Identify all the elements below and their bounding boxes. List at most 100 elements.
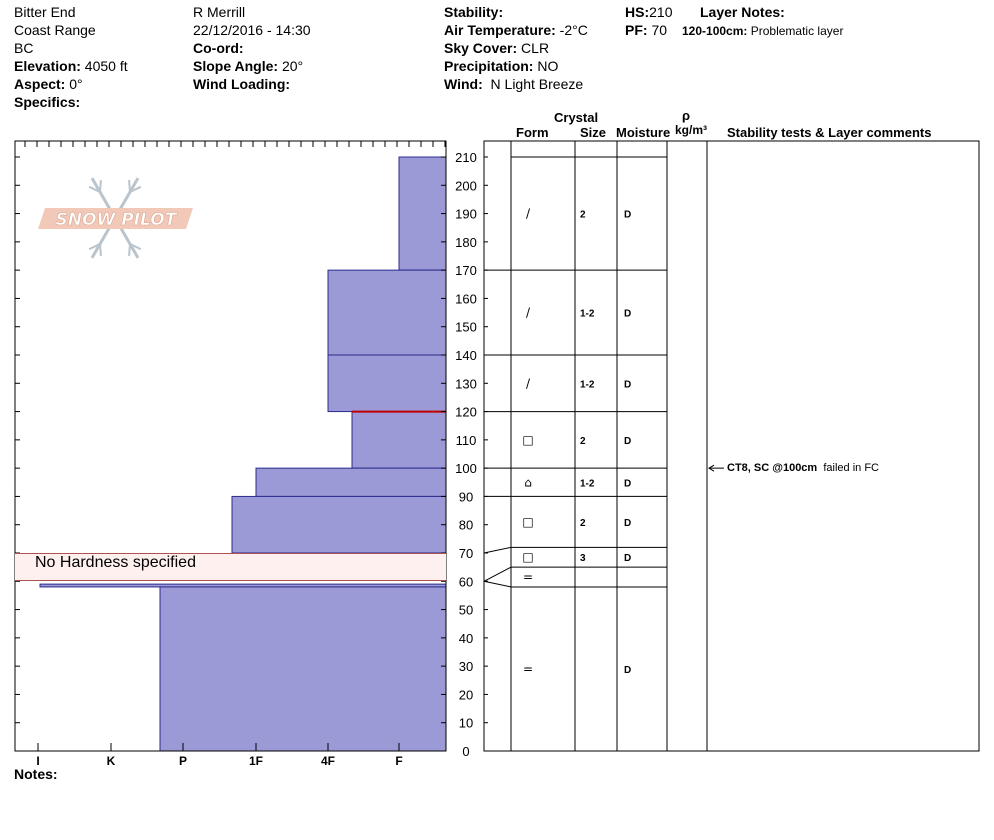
wind: Wind: N Light Breeze <box>444 76 583 92</box>
aspect: Aspect: 0° <box>14 76 83 92</box>
crystal-size: 3 <box>580 553 586 564</box>
layer-notes-label: Layer Notes: <box>700 4 785 20</box>
slope-label: Slope Angle: <box>193 58 279 74</box>
moisture-header: Moisture <box>616 125 671 140</box>
wind-label: Wind: <box>444 76 483 92</box>
density-unit: kg/m³ <box>675 123 708 137</box>
depth-tick-label: 180 <box>455 235 477 250</box>
elevation-value: 4050 ft <box>84 58 128 74</box>
logo-banner <box>38 208 193 229</box>
moisture-value: D <box>624 436 631 447</box>
hardness-scale-label: P <box>179 754 187 768</box>
slope-angle: Slope Angle: 20° <box>193 58 303 74</box>
hardness-bar <box>327 354 447 413</box>
depth-tick-label: 150 <box>455 320 477 335</box>
precip-value: NO <box>537 58 559 74</box>
snowflake-branch <box>88 243 101 251</box>
depth-tick-label: 130 <box>455 376 477 391</box>
pf: PF: 70 <box>625 22 667 38</box>
coord-label: Co-ord: <box>193 40 244 56</box>
moisture-value: D <box>624 518 631 529</box>
air-temperature: Air Temperature: -2°C <box>444 22 588 38</box>
precipitation: Precipitation: NO <box>444 58 558 74</box>
depth-tick-label: 40 <box>459 631 473 646</box>
depth-tick-label: 0 <box>462 744 469 759</box>
depth-tick-label: 30 <box>459 659 473 674</box>
specifics-label: Specifics: <box>14 94 81 110</box>
hardness-scale-label: 4F <box>321 754 335 768</box>
depth-tick-label: 120 <box>455 405 477 420</box>
snowflake-branch <box>128 179 131 193</box>
no-hardness-banner: No Hardness specified <box>15 553 446 581</box>
logo-text: SNOW PILOT <box>56 210 178 230</box>
crystal-form-symbol: □ <box>522 515 533 529</box>
mountain-range: Coast Range <box>14 22 96 38</box>
hardness-scale-label: K <box>107 754 116 768</box>
hardness-scale-label: F <box>395 754 402 768</box>
hs-label: HS: <box>625 4 650 20</box>
hardness-axis: I K P 1F 4F F <box>36 743 403 768</box>
depth-tick-label: 160 <box>455 291 477 306</box>
layer-connector <box>483 580 512 588</box>
crystal-header: Crystal <box>554 110 599 125</box>
hardness-bar <box>231 495 447 554</box>
depth-tick-label: 170 <box>455 263 477 278</box>
depth-tick-label: 60 <box>459 574 473 589</box>
depth-tick-label: 190 <box>455 207 477 222</box>
hs-value: 210 <box>649 4 673 20</box>
layer-connector <box>483 566 512 582</box>
sky-cover: Sky Cover: CLR <box>444 40 549 56</box>
depth-tick-label: 20 <box>459 687 473 702</box>
depth-tick-label: 140 <box>455 348 477 363</box>
slope-value: 20° <box>281 58 304 74</box>
snowflake-branch <box>129 243 142 251</box>
air-temp-label: Air Temperature: <box>444 22 556 38</box>
sky-label: Sky Cover: <box>444 40 518 56</box>
depth-tick-label: 100 <box>455 461 477 476</box>
hs: HS:210 <box>625 4 672 20</box>
air-temp-value: -2°C <box>559 22 588 38</box>
sky-value: CLR <box>521 40 550 56</box>
crystal-form-symbol: / <box>526 376 531 390</box>
layer-table: / 2 D / 1-2 D / 1-2 D □ 2 D ⌂ 1-2 D □ 2 D □ 3 D = = D <box>483 141 724 751</box>
crystal-form-symbol: / <box>526 306 531 320</box>
crystal-form-symbol: □ <box>522 550 533 564</box>
pf-label: PF: <box>625 22 648 38</box>
hardness-bar <box>255 467 447 497</box>
crystal-form-symbol: ⌂ <box>524 475 532 489</box>
crystal-form-symbol: □ <box>522 433 533 447</box>
location-name: Bitter End <box>14 4 76 20</box>
crystal-form-symbol: = <box>523 570 533 584</box>
snowpilot-logo: SNOW PILOT <box>38 177 193 259</box>
depth-tick-label: 110 <box>456 433 477 448</box>
wind-loading-label: Wind Loading: <box>193 76 291 92</box>
elevation: Elevation: 4050 ft <box>14 58 128 74</box>
aspect-value: 0° <box>69 76 83 92</box>
moisture-value: D <box>624 553 631 564</box>
depth-tick-label: 210 <box>455 150 477 165</box>
aspect-label: Aspect: <box>14 76 66 92</box>
hardness-scale-label: I <box>36 754 39 768</box>
hardness-bar <box>327 269 447 356</box>
stability-test-comment: CT8, SC @100cm failed in FC <box>727 462 879 474</box>
crystal-size: 2 <box>580 518 586 529</box>
frames <box>14 140 980 752</box>
stability-test-arrowhead <box>708 464 715 472</box>
snowflake-branch <box>99 179 102 193</box>
precip-label: Precipitation: <box>444 58 534 74</box>
density-symbol: ρ <box>682 108 691 123</box>
layer-note: 120-100cm: Problematic layer <box>682 24 843 38</box>
layer-note-text: Problematic layer <box>750 24 844 38</box>
layer-connector <box>483 546 512 554</box>
depth-tick-label: 200 <box>455 178 477 193</box>
table-frame <box>483 140 980 752</box>
depth-tick-label: 10 <box>459 716 473 731</box>
pf-value: 70 <box>651 22 668 38</box>
snowflake-branch <box>88 185 101 193</box>
elevation-label: Elevation: <box>14 58 81 74</box>
wind-value: N Light Breeze <box>490 76 584 92</box>
notes-label: Notes: <box>14 766 58 782</box>
hardness-scale-label: 1F <box>249 754 263 768</box>
depth-tick-label: 50 <box>459 603 473 618</box>
